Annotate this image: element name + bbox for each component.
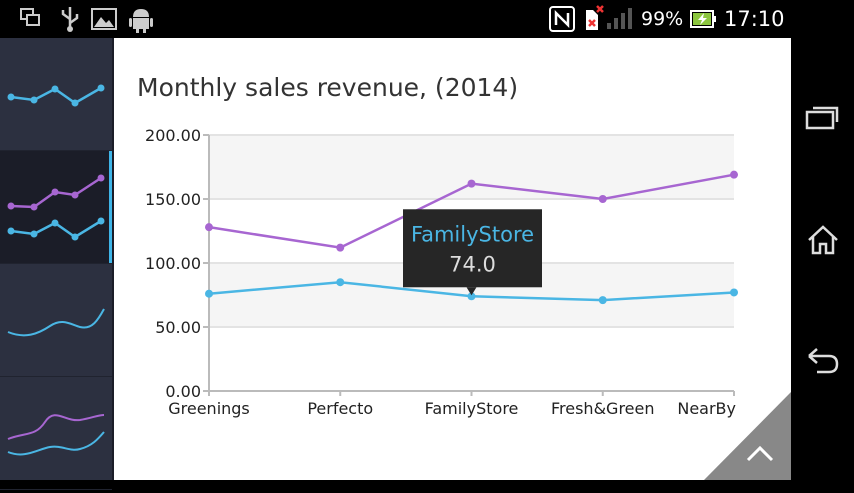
data-point bbox=[730, 288, 738, 297]
x-tick-label: Perfecto bbox=[307, 399, 373, 418]
sidebar-divider bbox=[112, 38, 114, 480]
data-point bbox=[205, 223, 213, 232]
usb-icon bbox=[61, 7, 79, 32]
battery-charging-icon bbox=[690, 10, 716, 28]
chart-title: Monthly sales revenue, (2014) bbox=[137, 73, 519, 102]
spline-chart-thumbnail[interactable] bbox=[0, 264, 112, 377]
data-point bbox=[467, 179, 476, 188]
recent-apps-button[interactable] bbox=[803, 100, 843, 140]
x-tick-label: Greenings bbox=[168, 399, 250, 418]
y-tick-label: 100.00 bbox=[145, 254, 201, 273]
y-tick-label: 150.00 bbox=[145, 190, 201, 209]
chart-type-sidebar bbox=[0, 38, 112, 490]
battery-percent: 99% bbox=[641, 8, 684, 30]
plot-band bbox=[209, 135, 734, 199]
data-point bbox=[336, 243, 345, 252]
status-bar: 99% 17:10 bbox=[0, 0, 854, 38]
chart-panel: Monthly sales revenue, (2014) 0.00 50.00 1… bbox=[114, 38, 791, 480]
home-button[interactable] bbox=[803, 220, 843, 260]
data-point bbox=[598, 296, 607, 305]
signal-icon bbox=[607, 8, 632, 29]
android-icon bbox=[129, 9, 153, 33]
line-chart[interactable]: 0.00 50.00 100.00 150.00 200.00 Greenings Perf… bbox=[114, 38, 791, 480]
nfc-icon bbox=[549, 6, 575, 32]
image-icon bbox=[91, 8, 117, 30]
tooltip-value: 74.0 bbox=[449, 252, 496, 276]
chevron-up-icon bbox=[704, 392, 791, 480]
home-icon bbox=[808, 225, 838, 255]
data-point bbox=[205, 289, 213, 298]
back-button[interactable] bbox=[803, 340, 843, 380]
y-tick-label: 200.00 bbox=[145, 126, 201, 145]
back-icon bbox=[808, 348, 839, 374]
x-tick-label: NearBy bbox=[677, 399, 736, 418]
y-tick-label: 50.00 bbox=[155, 318, 201, 337]
spline-thumbnail-icon bbox=[7, 308, 105, 337]
tooltip-box bbox=[403, 209, 542, 288]
tooltip-category: FamilyStore bbox=[411, 222, 534, 246]
clock: 17:10 bbox=[724, 7, 785, 31]
x-tick-label: Fresh&Green bbox=[551, 399, 655, 418]
data-point bbox=[730, 170, 738, 179]
sim-error-icon bbox=[586, 5, 604, 30]
line-chart-thumbnail[interactable] bbox=[0, 38, 112, 151]
multi-line-thumbnail-icon bbox=[7, 174, 105, 241]
tooltip-pointer bbox=[466, 287, 477, 296]
data-point bbox=[598, 195, 607, 203]
recent-apps-icon bbox=[805, 106, 839, 130]
data-point bbox=[467, 292, 476, 301]
multi-spline-chart-thumbnail[interactable] bbox=[0, 377, 112, 490]
navigation-bar bbox=[791, 38, 854, 480]
multi-line-chart-thumbnail[interactable] bbox=[0, 151, 112, 264]
scroll-to-top-button[interactable] bbox=[704, 392, 791, 480]
data-point bbox=[336, 278, 345, 287]
line-thumbnail-icon bbox=[7, 84, 105, 107]
windows-icon bbox=[20, 8, 40, 26]
multi-spline-thumbnail-icon bbox=[7, 414, 105, 456]
y-tick-label: 0.00 bbox=[165, 382, 201, 401]
x-tick-label: FamilyStore bbox=[425, 399, 519, 418]
